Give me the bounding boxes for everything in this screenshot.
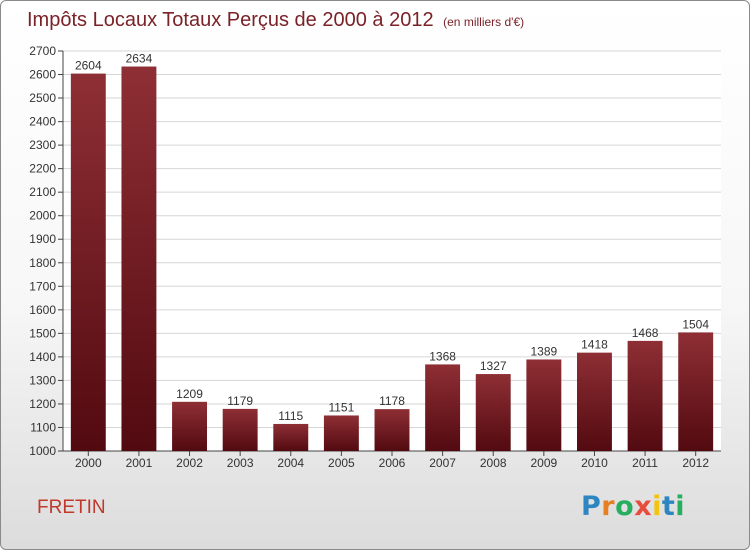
proxiti-logo: Proxiti	[581, 491, 685, 522]
chart-title-unit: (en milliers d'€)	[443, 15, 525, 29]
x-tick-label: 2012	[682, 456, 709, 470]
y-tick-label: 2300	[29, 138, 56, 152]
x-tick-label: 2005	[328, 456, 355, 470]
bar-value-label: 1418	[581, 338, 608, 352]
y-tick-label: 1200	[29, 397, 56, 411]
y-tick-label: 2400	[29, 115, 56, 129]
bar-value-label: 2634	[126, 52, 153, 66]
x-tick-label: 2011	[632, 456, 658, 470]
y-tick-label: 2000	[29, 209, 56, 223]
x-tick-label: 2007	[429, 456, 456, 470]
bar	[172, 401, 208, 451]
y-tick-label: 2200	[29, 162, 56, 176]
bar-value-label: 1115	[278, 409, 303, 423]
bar	[374, 409, 410, 451]
logo-letter: o	[615, 491, 635, 522]
bar	[273, 423, 309, 451]
y-tick-label: 1100	[30, 420, 56, 434]
bar	[222, 408, 258, 451]
x-tick-label: 2009	[530, 456, 557, 470]
bar-value-label: 1327	[480, 359, 507, 373]
bar	[576, 352, 612, 451]
x-tick-label: 2008	[480, 456, 507, 470]
bar-value-label: 1468	[632, 326, 659, 340]
bar-value-label: 1151	[328, 400, 354, 414]
bar-value-label: 1504	[682, 317, 709, 331]
y-tick-label: 1700	[29, 279, 56, 293]
bar	[70, 73, 106, 452]
y-tick-label: 2600	[29, 68, 56, 82]
bar	[526, 359, 562, 451]
y-tick-label: 2700	[29, 44, 56, 58]
logo-letter: i	[652, 491, 662, 522]
x-tick-label: 2004	[277, 456, 304, 470]
bar-value-label: 1209	[176, 387, 203, 401]
x-tick-label: 2003	[227, 456, 254, 470]
x-tick-label: 2002	[176, 456, 203, 470]
bar	[323, 415, 359, 451]
city-name: FRETIN	[37, 497, 106, 518]
bar-value-label: 1179	[227, 394, 253, 408]
bar-value-label: 1368	[429, 349, 456, 363]
x-tick-label: 2000	[75, 456, 102, 470]
logo-letter: t	[661, 491, 676, 522]
y-tick-label: 1800	[29, 256, 56, 270]
y-tick-label: 1300	[29, 373, 56, 387]
chart-title-text: Impôts Locaux Totaux Perçus de 2000 à 20…	[27, 9, 434, 31]
bar	[121, 66, 157, 451]
y-tick-label: 1500	[29, 326, 56, 340]
logo-letter: i	[675, 491, 686, 522]
bar-value-label: 1178	[379, 394, 405, 408]
bar-value-label: 1389	[530, 344, 557, 358]
bar-value-label: 2604	[75, 59, 102, 73]
y-tick-label: 1600	[29, 303, 56, 317]
x-tick-label: 2010	[581, 456, 608, 470]
bar	[475, 374, 511, 451]
y-tick-label: 2100	[29, 185, 56, 199]
x-tick-label: 2006	[379, 456, 406, 470]
logo-letter: P	[581, 491, 602, 522]
y-tick-label: 1400	[29, 350, 56, 364]
y-tick-label: 1000	[29, 444, 56, 458]
bar	[678, 332, 714, 451]
logo-letter: r	[601, 491, 616, 522]
chart-title: Impôts Locaux Totaux Perçus de 2000 à 20…	[27, 9, 524, 32]
y-tick-label: 2500	[29, 91, 56, 105]
bar	[627, 340, 663, 451]
y-tick-label: 1900	[29, 232, 56, 246]
plot-area	[63, 51, 721, 451]
bar	[425, 364, 461, 451]
logo-letter: x	[634, 491, 653, 522]
x-tick-label: 2001	[126, 456, 153, 470]
